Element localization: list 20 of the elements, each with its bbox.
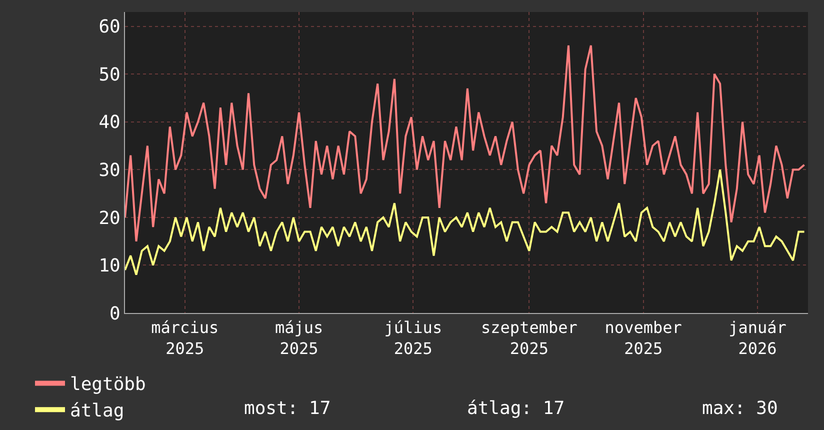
- legend-label: legtöbb: [70, 374, 146, 396]
- x-tick-label: szeptember 2025: [481, 318, 578, 358]
- text: átlag: 17: [467, 398, 565, 419]
- x-tick-label: november 2025: [604, 318, 682, 358]
- y-tick-label: 40: [98, 112, 120, 134]
- text: most: 17: [244, 398, 331, 419]
- y-tick-label: 30: [98, 160, 120, 181]
- line-series: [125, 44, 806, 242]
- x-tick-label: május 2025: [274, 318, 324, 358]
- y-tick-label: 20: [98, 208, 120, 229]
- text: max: 30: [702, 398, 778, 419]
- y-tick-label: 60: [98, 16, 120, 38]
- line-series: [125, 168, 806, 276]
- x-tick-label: január 2026: [728, 318, 787, 358]
- y-tick-label: 10: [98, 256, 120, 277]
- legend-label: átlag: [70, 400, 124, 422]
- x-tick-label: március 2025: [151, 318, 219, 358]
- x-tick-label: július 2025: [384, 318, 442, 358]
- y-tick-label: 50: [98, 64, 120, 86]
- y-tick-label: 0: [110, 303, 120, 324]
